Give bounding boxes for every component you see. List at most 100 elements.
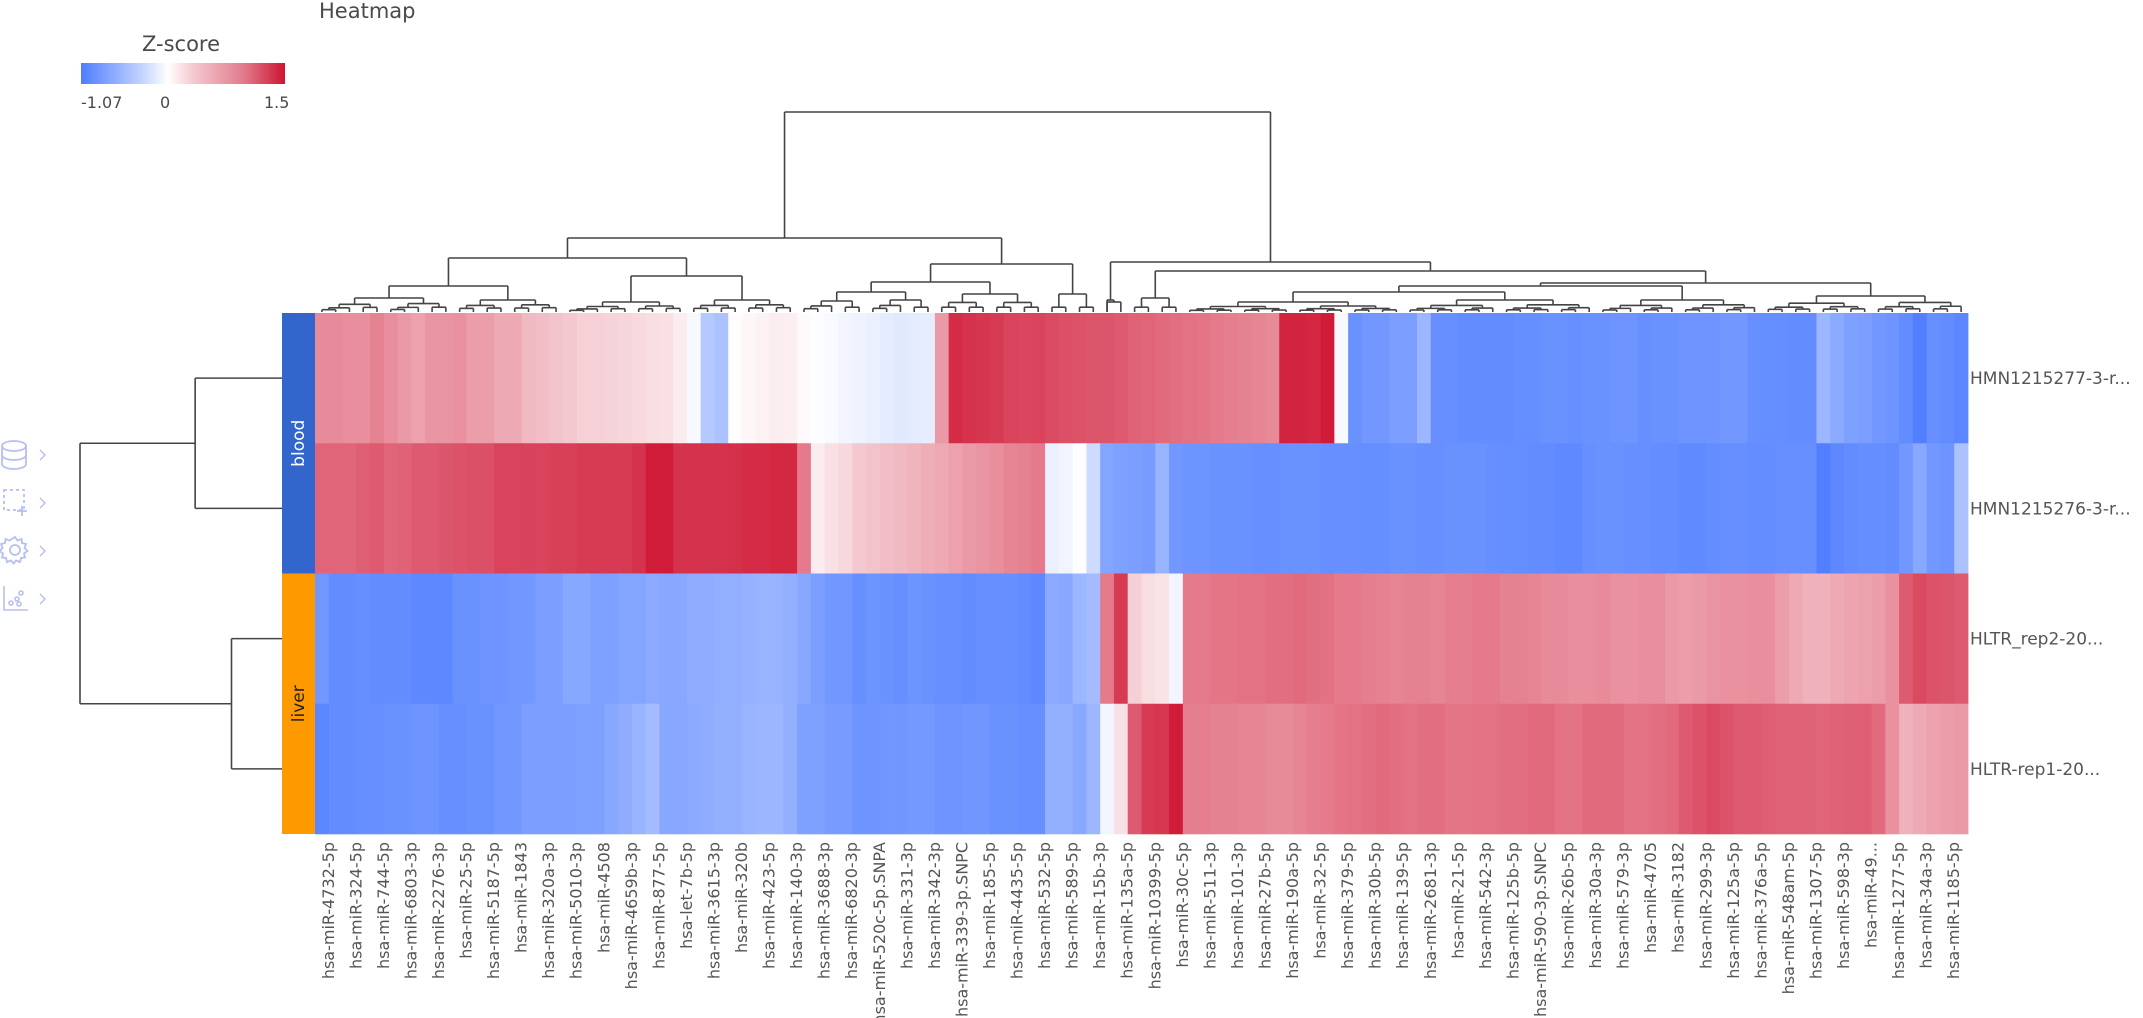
column-label: hsa-miR-30c-5p bbox=[1173, 842, 1192, 968]
heatmap-cell bbox=[507, 703, 523, 835]
heatmap-cell bbox=[1651, 443, 1666, 574]
heatmap-cell bbox=[1664, 573, 1680, 705]
annotation-label: liver bbox=[289, 685, 309, 722]
heatmap-cell bbox=[1926, 443, 1941, 574]
heatmap-cell bbox=[1334, 703, 1349, 835]
heatmap-cell bbox=[1045, 573, 1060, 705]
heatmap-cell bbox=[1003, 313, 1018, 444]
heatmap-cell bbox=[466, 313, 481, 444]
heatmap-cell bbox=[1224, 703, 1239, 835]
heatmap-cell bbox=[1596, 573, 1611, 705]
column-label: hsa-miR-125b-5p bbox=[1503, 842, 1522, 979]
heatmap-cell bbox=[590, 443, 605, 574]
heatmap-cell bbox=[783, 443, 798, 574]
heatmap-cell bbox=[728, 313, 743, 444]
heatmap-cell bbox=[783, 703, 798, 835]
heatmap-cell bbox=[1472, 573, 1487, 705]
heatmap-cell bbox=[590, 313, 605, 444]
column-label: hsa-miR-3182 bbox=[1669, 842, 1688, 953]
column-label: hsa-miR-135a-5p bbox=[1118, 842, 1137, 979]
heatmap-cell bbox=[1527, 443, 1542, 574]
heatmap-cell bbox=[1444, 703, 1459, 835]
heatmap-cell bbox=[1031, 573, 1046, 705]
heatmap-cell bbox=[618, 443, 633, 574]
heatmap-cell bbox=[755, 443, 770, 574]
heatmap-cell bbox=[604, 443, 619, 574]
heatmap-cell bbox=[480, 703, 495, 835]
heatmap-cell bbox=[989, 703, 1005, 835]
heatmap-cell bbox=[1540, 443, 1556, 574]
heatmap-cell bbox=[1912, 313, 1928, 444]
heatmap-cell bbox=[673, 443, 688, 574]
heatmap-cell bbox=[535, 443, 550, 574]
heatmap-cell bbox=[1348, 573, 1363, 705]
heatmap-cell bbox=[315, 573, 330, 705]
heatmap-cell bbox=[962, 573, 977, 705]
sidebar-item-plot[interactable] bbox=[0, 582, 56, 618]
heatmap-cell bbox=[1692, 573, 1707, 705]
heatmap-cell bbox=[1458, 573, 1473, 705]
heatmap-cell bbox=[1623, 313, 1638, 444]
heatmap-cell bbox=[1306, 703, 1321, 835]
heatmap-cell bbox=[1169, 573, 1184, 705]
heatmap-cell bbox=[921, 313, 936, 444]
sidebar-item-settings[interactable] bbox=[0, 534, 56, 570]
column-label: hsa-miR-32-5p bbox=[1311, 842, 1330, 959]
heatmap-cell bbox=[1444, 313, 1459, 444]
colorbar-max-label: 1.5 bbox=[264, 93, 290, 112]
heatmap-cell bbox=[1458, 313, 1473, 444]
add-selection-icon bbox=[3, 489, 46, 516]
column-label: hsa-miR-30a-3p bbox=[1586, 842, 1605, 969]
heatmap-cell bbox=[824, 313, 839, 444]
heatmap-cell bbox=[383, 313, 399, 444]
heatmap-cell bbox=[645, 573, 660, 705]
column-label: hsa-miR-299-3p bbox=[1696, 842, 1715, 969]
heatmap-cell bbox=[1912, 703, 1928, 835]
heatmap-cell bbox=[411, 443, 426, 574]
heatmap-cell bbox=[1444, 443, 1459, 574]
heatmap-cell bbox=[1857, 313, 1872, 444]
heatmap-cell bbox=[1651, 313, 1666, 444]
heatmap-cell bbox=[1017, 703, 1032, 835]
heatmap-cell bbox=[549, 573, 564, 705]
heatmap-cell bbox=[562, 443, 578, 574]
heatmap-cell bbox=[1499, 443, 1514, 574]
heatmap-cell bbox=[700, 703, 715, 835]
heatmap-cell bbox=[934, 703, 950, 835]
heatmap-cell bbox=[1403, 703, 1418, 835]
heatmap-cell bbox=[1706, 703, 1721, 835]
heatmap-cell bbox=[1430, 313, 1445, 444]
heatmap-cell bbox=[1857, 573, 1872, 705]
sidebar-item-selection[interactable] bbox=[0, 486, 56, 522]
heatmap-cell bbox=[411, 313, 426, 444]
heatmap-cell bbox=[1127, 443, 1142, 574]
heatmap-cell bbox=[1237, 573, 1253, 705]
sidebar-item-data[interactable] bbox=[0, 438, 56, 474]
column-label: hsa-miR-2276-3p bbox=[429, 842, 448, 979]
heatmap-cell bbox=[383, 703, 399, 835]
heatmap-cell bbox=[1348, 703, 1363, 835]
heatmap-cell bbox=[1403, 313, 1418, 444]
heatmap-cell bbox=[714, 573, 729, 705]
heatmap-cell bbox=[686, 703, 702, 835]
heatmap-cell bbox=[1720, 443, 1735, 574]
heatmap-cell bbox=[576, 703, 591, 835]
heatmap-cell bbox=[769, 703, 784, 835]
heatmap-cell bbox=[1251, 703, 1266, 835]
row-label: HLTR_rep2-20... bbox=[1970, 630, 2103, 650]
heatmap-cell bbox=[1844, 443, 1859, 574]
heatmap-cell bbox=[1417, 703, 1432, 835]
heatmap-cell bbox=[1182, 313, 1198, 444]
heatmap-cell bbox=[1692, 443, 1707, 574]
heatmap-cell bbox=[1155, 573, 1170, 705]
heatmap-cell bbox=[921, 573, 936, 705]
chevron-right-icon bbox=[39, 545, 46, 557]
heatmap-cell bbox=[438, 703, 454, 835]
heatmap-cell bbox=[1141, 703, 1156, 835]
heatmap-cell bbox=[797, 703, 812, 835]
heatmap-cell bbox=[494, 573, 509, 705]
heatmap-cell bbox=[769, 443, 784, 574]
heatmap-cell bbox=[893, 703, 908, 835]
